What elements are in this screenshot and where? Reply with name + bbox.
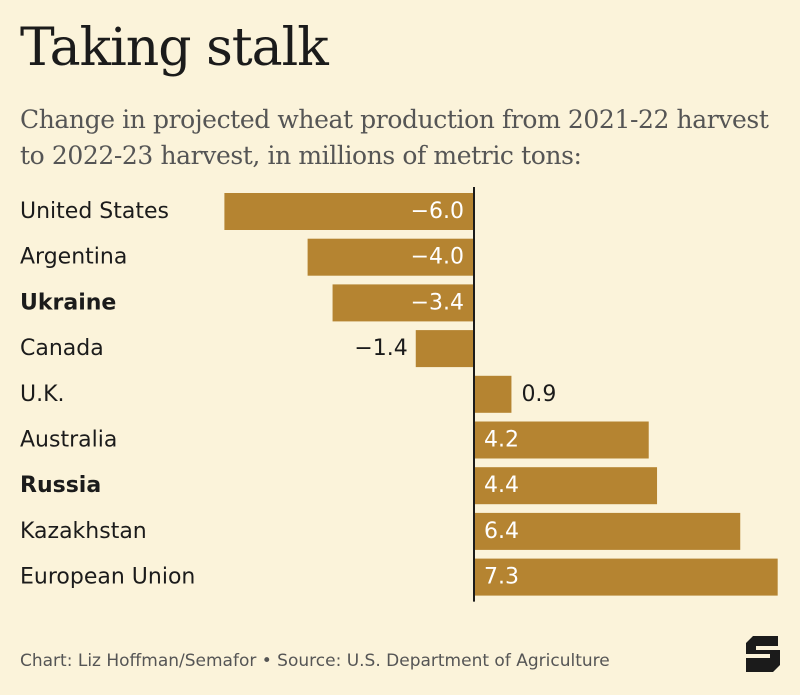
bar [474,421,649,459]
category-label: European Union [20,565,195,590]
value-label: −4.0 [411,245,464,270]
bar [415,330,474,368]
bar-row: Canada −1.4 [20,330,474,368]
bar-row: Russia 4.4 [20,467,658,505]
bar-row: United States −6.0 [20,193,474,230]
category-label: U.K. [20,382,65,407]
chart-subtitle: Change in projected wheat production fro… [20,105,769,170]
semafor-s-logo [746,636,780,672]
bar [224,193,474,230]
bar-row: European Union 7.3 [20,558,778,596]
value-label: −6.0 [411,199,464,224]
value-label: 4.2 [484,428,519,453]
value-label: 7.3 [484,565,519,590]
category-label: Kazakhstan [20,519,147,544]
source-credit: Chart: Liz Hoffman/Semafor • Source: U.S… [20,651,610,671]
value-label: 6.4 [484,519,519,544]
bar [474,512,741,550]
category-label: Canada [20,336,104,361]
category-label: Ukraine [20,290,116,315]
category-label: United States [20,199,169,224]
bar-row: Argentina −4.0 [20,238,474,276]
bar [332,284,474,322]
value-label: −3.4 [411,290,464,315]
bar-row: Australia 4.2 [20,421,649,459]
bar-row: Ukraine −3.4 [20,284,474,322]
bar-row: U.K. 0.9 [20,375,556,413]
bar-chart: United States −6.0 Argentina −4.0 Ukraine −3.… [20,187,778,602]
bar [307,238,474,276]
value-label: 0.9 [521,382,556,407]
chart-title: Taking stalk [20,18,329,78]
value-label: 4.4 [484,473,519,498]
bar [474,375,512,413]
bar [474,558,778,596]
category-label: Australia [20,428,117,453]
bar-row: Kazakhstan 6.4 [20,512,741,550]
category-label: Russia [20,473,101,498]
value-label: −1.4 [354,336,407,361]
category-label: Argentina [20,245,127,270]
bar [474,467,658,505]
